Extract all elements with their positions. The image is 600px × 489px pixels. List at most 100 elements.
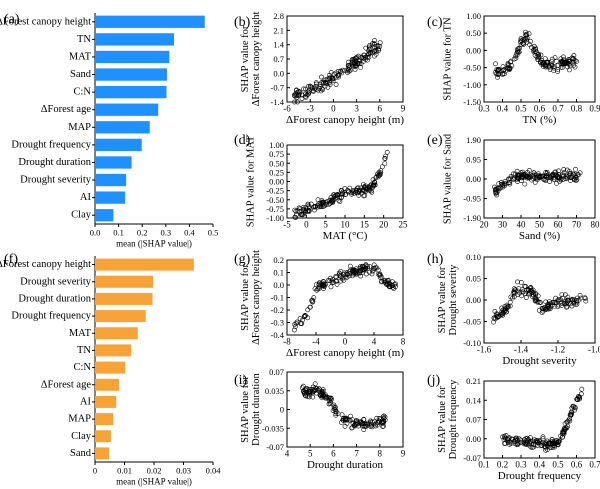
ytick-label-g-3: -0.1: [271, 293, 284, 303]
point-g: [305, 315, 311, 321]
point-b: [346, 59, 351, 65]
bar-f-1: [95, 275, 154, 288]
xtick-label-g-2: 0: [343, 336, 348, 346]
point-d: [361, 185, 367, 191]
point-j: [515, 441, 520, 446]
point-g: [361, 264, 366, 270]
point-h: [559, 292, 565, 297]
point-c: [515, 46, 520, 52]
point-g: [316, 280, 322, 286]
point-e: [568, 174, 574, 180]
point-j: [540, 436, 546, 442]
point-b: [336, 72, 342, 77]
point-c: [516, 49, 522, 55]
xtick-label-j-4: 0.5: [552, 459, 564, 469]
point-h: [517, 290, 523, 296]
bar-f-8: [95, 395, 117, 408]
point-d: [306, 208, 312, 214]
ytick-label-b-1: -0.7: [271, 83, 284, 93]
points-c: [492, 29, 579, 80]
bar-a-2: [95, 50, 170, 64]
point-e: [492, 184, 497, 190]
point-c: [518, 39, 523, 45]
point-j: [504, 436, 510, 442]
point-b: [363, 55, 368, 60]
ytick-label-d-4: 0.00: [269, 177, 284, 187]
xtick-label-d-1: 0: [304, 219, 309, 229]
point-c: [527, 42, 533, 48]
point-e: [553, 169, 558, 175]
point-g: [333, 273, 339, 279]
point-g: [334, 278, 340, 284]
point-g: [309, 297, 315, 303]
point-d: [312, 207, 317, 213]
xtick-label-e-2: 40: [517, 219, 527, 229]
point-e: [537, 175, 542, 181]
point-b: [318, 74, 324, 80]
point-i: [352, 423, 358, 429]
point-h: [520, 289, 526, 295]
point-c: [505, 62, 511, 68]
ylabel-e-0: SHAP value for Sand: [443, 133, 454, 224]
ytick-label-c-5: 1.00: [466, 11, 481, 21]
point-d: [330, 200, 335, 206]
ylabel-b-0: SHAP value for: [240, 25, 251, 92]
point-c: [560, 65, 565, 70]
point-d: [296, 205, 302, 211]
ytick-label-g-4: 0.0: [273, 280, 284, 290]
point-h: [522, 283, 527, 289]
point-g: [337, 271, 343, 277]
ytick-label-b-4: 1.4: [273, 40, 284, 50]
xtick-label-c-0: 0.3: [478, 103, 490, 113]
ytick-label-i-2: 0: [280, 405, 284, 415]
ytick-label-g-1: -0.3: [271, 318, 284, 328]
point-c: [523, 32, 528, 38]
point-d: [370, 184, 375, 190]
panel-label-f: (f): [4, 252, 18, 267]
point-g: [377, 271, 383, 277]
point-i: [381, 423, 386, 429]
point-j: [571, 404, 576, 409]
point-d: [382, 156, 388, 161]
xtick-label-j-2: 0.3: [515, 459, 527, 469]
ytick-label-i-4: 0.07: [269, 367, 284, 377]
bar-label-f-10: Clay: [71, 431, 92, 442]
bar-label-f-11: Sand: [70, 448, 92, 459]
point-i: [348, 413, 353, 419]
bar-label-a-0: ΔForest canopy height: [0, 16, 91, 27]
point-b: [305, 84, 311, 89]
point-b: [321, 77, 327, 83]
points-d: [292, 149, 390, 220]
bar-a-6: [95, 121, 150, 134]
points-h: [491, 279, 589, 325]
point-c: [528, 38, 533, 44]
point-j: [502, 441, 508, 446]
point-g: [353, 266, 359, 272]
point-b: [311, 88, 316, 94]
point-i: [342, 423, 348, 429]
panel-i: (i) 4 5 6 7 8 9 -0.07 -0.035 0 0.035 0.07 Drought du…: [234, 367, 406, 471]
point-c: [547, 67, 553, 72]
point-h: [491, 319, 496, 325]
ytick-label-c-2: -0.50: [463, 63, 481, 73]
ytick-label-j-2: 0.07: [466, 415, 481, 425]
point-i: [361, 421, 367, 427]
xlabel-i: Drought duration: [307, 459, 384, 471]
point-h: [511, 286, 517, 292]
point-b: [365, 51, 371, 57]
bar-label-a-1: TN: [77, 34, 91, 45]
point-e: [554, 180, 559, 186]
point-j: [561, 430, 567, 436]
point-h: [505, 304, 511, 309]
point-h: [536, 307, 542, 313]
point-d: [308, 201, 314, 207]
xlabel-g: ΔForest canopy height (m): [286, 347, 404, 359]
point-j: [524, 441, 529, 447]
point-c: [518, 37, 524, 43]
point-j: [531, 442, 536, 448]
point-c: [519, 38, 525, 44]
point-i: [347, 418, 353, 424]
point-d: [360, 182, 366, 187]
xtick-label-c-5: 0.8: [571, 103, 583, 113]
point-i: [319, 394, 324, 400]
